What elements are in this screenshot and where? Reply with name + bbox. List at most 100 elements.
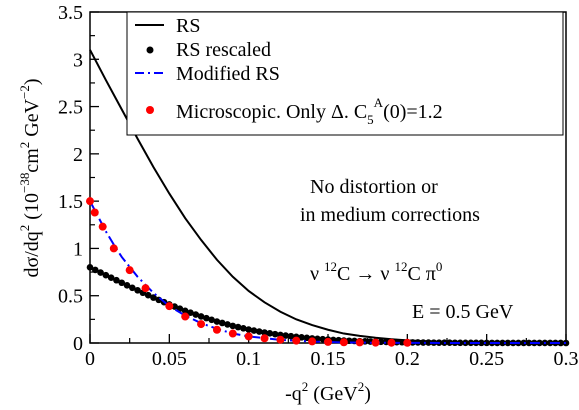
series-rs-rescaled-dot <box>456 339 464 347</box>
legend-swatch-microscopic <box>146 106 154 114</box>
series-rs-rescaled-dot <box>425 339 432 346</box>
series-rs-rescaled-dot <box>266 330 274 337</box>
series-rs-rescaled-dot <box>287 332 295 340</box>
y-tick-label: 3.5 <box>58 2 83 24</box>
y-axis-ticks: 0 0.5 1 1.5 2 2.5 3 3.5 <box>58 2 99 355</box>
series-rs-rescaled-point <box>229 322 237 330</box>
series-microscopic-point <box>324 337 332 346</box>
series-rs-rescaled-point <box>181 307 189 315</box>
legend-micro-sup: A <box>374 95 384 110</box>
series-rs-rescaled-point <box>134 287 141 294</box>
series-rs-rescaled-point <box>483 339 490 347</box>
x-axis-label: -q2 (GeV2) <box>285 379 371 405</box>
y-axis-label-cm-sup: 2 <box>17 142 32 149</box>
x-tick-label: 0.05 <box>152 348 187 370</box>
series-microscopic-point <box>276 335 285 344</box>
series-microscopic-point <box>181 312 190 321</box>
series-microscopic-point <box>339 338 348 347</box>
series-rs-rescaled-dot <box>192 311 200 318</box>
series-microscopic-point <box>292 336 301 345</box>
series-rs-rescaled-dot <box>224 321 231 328</box>
series-rs-rescaled-point <box>118 279 126 287</box>
series-rs-rescaled-dot <box>303 334 311 342</box>
x-axis-label-sup: 2 <box>302 379 309 394</box>
series-microscopic-point <box>90 208 99 217</box>
legend-swatch-rs-rescaled <box>146 46 154 54</box>
y-tick-label: 1.5 <box>58 191 83 213</box>
series-rs-rescaled-dot <box>144 291 152 299</box>
series-rs-rescaled-dot <box>478 339 485 347</box>
legend-micro-main: Microscopic. Only Δ. C <box>176 101 367 123</box>
note-line-1: No distortion or <box>310 176 438 198</box>
y-axis-label-units-sup: −38 <box>17 173 32 193</box>
legend: RS RS rescaled Modified RS Microscopic. … <box>126 11 564 136</box>
y-axis-label-units: (10 <box>21 193 43 225</box>
series-rs-rescaled-dot <box>255 328 263 335</box>
y-axis-label: dσ/dq2 (10−38cm2 GeV−2) <box>17 78 43 277</box>
series-rs-rescaled-point <box>86 264 94 271</box>
series-microscopic-point <box>308 337 317 346</box>
y-tick-label: 2.5 <box>58 97 83 119</box>
y-tick-label: 0 <box>73 333 83 355</box>
series-microscopic-point <box>260 334 269 343</box>
y-axis-label-cm: cm <box>21 148 43 173</box>
series-microscopic-point <box>125 266 134 275</box>
series-rs-rescaled-dot <box>203 314 210 322</box>
y-axis-label-main: dσ/dq <box>21 231 43 277</box>
x-tick-label: 0.1 <box>236 348 261 370</box>
series-layer <box>86 49 570 347</box>
series-rs-rescaled-dot <box>525 339 533 347</box>
y-tick-label: 2 <box>73 144 83 166</box>
series-rs-rescaled-dot <box>218 319 226 327</box>
series-microscopic-point <box>355 338 364 347</box>
series-rs-rescaled-dot <box>129 284 136 292</box>
series-microscopic-point <box>165 302 174 311</box>
series-rs-rescaled-dot <box>113 276 120 284</box>
reaction-sup-3: 0 <box>436 259 443 274</box>
reaction-c-2: C π <box>407 263 435 285</box>
legend-label-rs: RS <box>176 15 200 37</box>
x-tick-label: 0.25 <box>469 348 504 370</box>
x-axis-label-units-sup: 2 <box>358 379 365 394</box>
series-rs-rescaled-dot <box>520 339 527 347</box>
series-microscopic-point <box>141 284 150 293</box>
series-rs-rescaled-dot <box>91 266 99 274</box>
x-axis-ticks: 0 0.05 0.1 0.15 0.2 0.25 0.3 <box>85 334 579 370</box>
series-rs-rescaled-point <box>102 271 110 279</box>
x-tick-label: 0.15 <box>311 348 346 370</box>
series-modified-rs-line <box>89 200 567 344</box>
series-rs-rescaled-dot <box>250 327 258 334</box>
series-rs-rescaled-point <box>261 329 268 336</box>
reaction-sup-1: 12 <box>324 259 337 274</box>
legend-micro-tail: (0)=1.2 <box>383 101 443 123</box>
series-rs-rescaled-point <box>562 339 570 347</box>
y-axis-label-gev: GeV <box>21 98 43 141</box>
legend-label-rs-rescaled: RS rescaled <box>176 39 271 61</box>
y-axis-label-sup: 2 <box>17 225 32 232</box>
x-axis-label-close: ) <box>364 383 371 405</box>
reaction-sup-2: 12 <box>394 259 407 274</box>
y-axis-label-gev-sup: −2 <box>17 85 32 99</box>
series-microscopic-point <box>371 338 380 347</box>
plot-area: 0 0.05 0.1 0.15 0.2 0.25 0.3 0 0.5 1 1.5 2 2.5 3 3.5 <box>58 2 579 370</box>
y-tick-label: 3 <box>73 49 83 71</box>
series-microscopic-point <box>98 222 107 231</box>
series-rs-rescaled-dot <box>282 332 289 339</box>
reaction-c-1: C → <box>337 263 375 285</box>
series-rs-rescaled-dot <box>97 269 104 276</box>
note-line-2: in medium corrections <box>300 204 480 226</box>
x-tick-label: 0.2 <box>395 348 420 370</box>
series-rs-rescaled-dot <box>504 339 512 347</box>
series-rs-rescaled-dot <box>208 316 215 324</box>
series-microscopic-point <box>212 325 221 334</box>
reaction-nu-1: ν <box>310 263 324 285</box>
series-rs-rescaled-point <box>419 339 427 346</box>
legend-label-microscopic: Microscopic. Only Δ. C5A(0)=1.2 <box>176 95 443 127</box>
series-rs-rescaled-dot <box>557 339 565 347</box>
series-microscopic-point <box>197 320 206 329</box>
series-microscopic-point <box>403 338 412 347</box>
legend-micro-sub: 5 <box>367 112 374 127</box>
legend-label-modified-rs: Modified RS <box>176 63 280 85</box>
series-rs-rescaled-dot <box>446 339 453 347</box>
